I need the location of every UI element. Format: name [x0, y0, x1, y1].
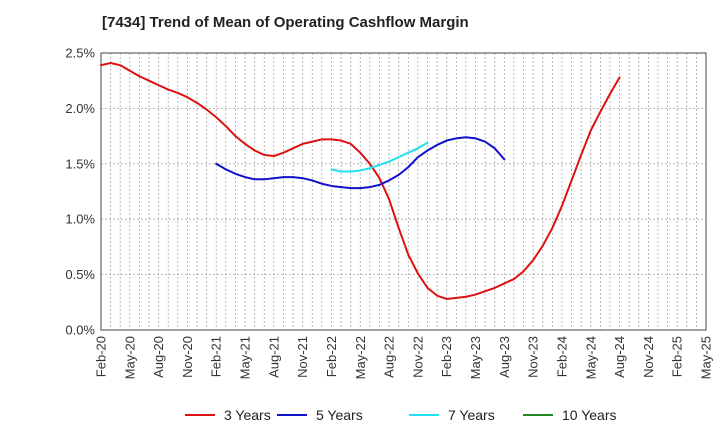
- legend-label: 3 Years: [224, 407, 271, 423]
- x-tick-label: Aug-22: [382, 336, 397, 378]
- x-tick-label: Aug-21: [266, 336, 281, 378]
- x-tick-label: Feb-20: [94, 336, 109, 377]
- x-tick-label: Aug-20: [151, 336, 166, 378]
- legend-label: 7 Years: [448, 407, 495, 423]
- chart-title: [7434] Trend of Mean of Operating Cashfl…: [102, 14, 469, 31]
- x-tick-label: May-25: [699, 336, 714, 379]
- x-tick-label: May-20: [122, 336, 137, 379]
- y-tick-label: 2.5%: [65, 46, 95, 61]
- x-tick-label: Nov-21: [295, 336, 310, 378]
- x-tick-label: Feb-25: [670, 336, 685, 377]
- chart-series: [100, 61, 621, 300]
- x-tick-label: Nov-23: [526, 336, 541, 378]
- chart-legend: 3 Years 5 Years 7 Years 10 Years: [185, 407, 617, 423]
- x-tick-label: Aug-24: [612, 336, 627, 378]
- y-tick-label: 0.0%: [65, 323, 95, 338]
- y-axis-ticks: 0.0% 0.5% 1.0% 1.5% 2.0% 2.5%: [65, 46, 95, 338]
- y-tick-label: 0.5%: [65, 267, 95, 282]
- x-tick-label: Aug-23: [497, 336, 512, 378]
- x-tick-label: May-21: [238, 336, 253, 379]
- chart-grid: [100, 52, 707, 331]
- x-tick-label: Feb-22: [324, 336, 339, 377]
- x-tick-label: Feb-21: [209, 336, 224, 377]
- y-tick-label: 1.0%: [65, 212, 95, 227]
- series-line: [100, 61, 621, 300]
- x-tick-label: Nov-20: [180, 336, 195, 378]
- x-tick-label: May-23: [468, 336, 483, 379]
- x-tick-label: May-22: [353, 336, 368, 379]
- plot-frame: [100, 52, 707, 331]
- y-tick-label: 2.0%: [65, 101, 95, 116]
- x-tick-label: Nov-22: [410, 336, 425, 378]
- x-axis-ticks: Feb-20 May-20 Aug-20 Nov-20 Feb-21 May-21 Aug-…: [94, 336, 714, 379]
- legend-label: 10 Years: [562, 407, 617, 423]
- x-tick-label: May-24: [583, 336, 598, 379]
- plot-border: [100, 52, 707, 331]
- series-line: [215, 136, 506, 190]
- x-tick-label: Feb-24: [554, 336, 569, 377]
- x-tick-label: Nov-24: [641, 336, 656, 378]
- legend-label: 5 Years: [316, 407, 363, 423]
- x-tick-label: Feb-23: [439, 336, 454, 377]
- y-tick-label: 1.5%: [65, 156, 95, 171]
- series-line: [330, 141, 429, 173]
